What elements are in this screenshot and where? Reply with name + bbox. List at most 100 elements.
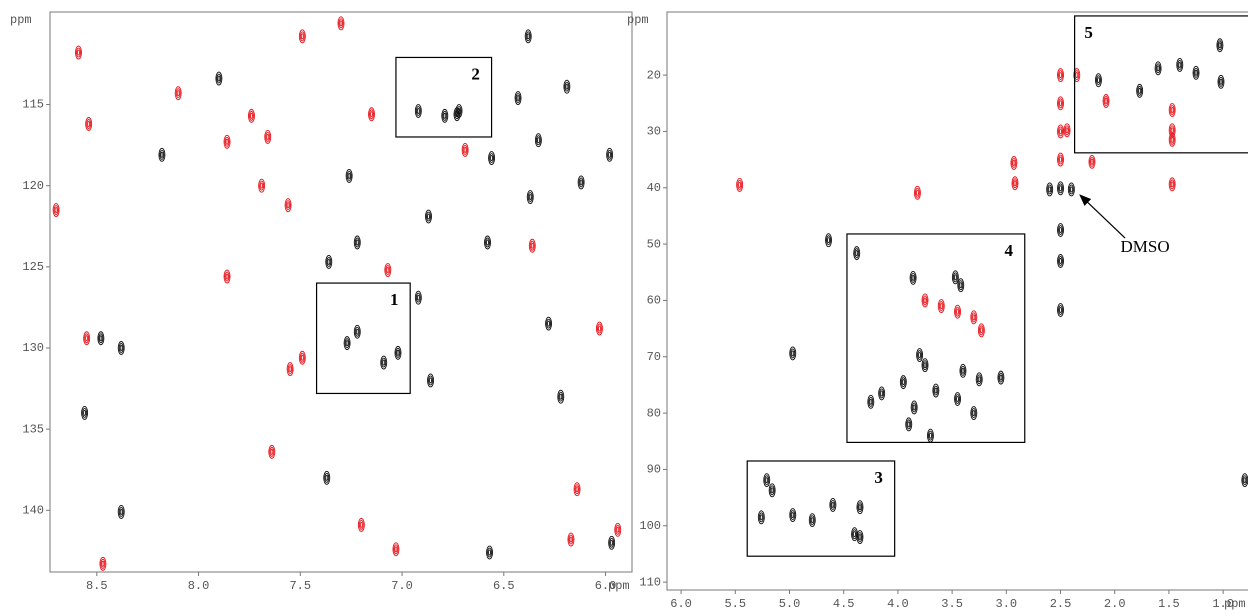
- x-tick-label: 1.0: [1212, 597, 1234, 611]
- peak-contour: [386, 267, 390, 274]
- peak-contour: [1059, 185, 1062, 192]
- peak: [916, 348, 924, 363]
- peak-contour: [557, 389, 565, 404]
- peak-contour: [1058, 183, 1063, 194]
- peak: [215, 71, 223, 86]
- peak-contour: [1011, 176, 1019, 191]
- peak-contour: [979, 327, 983, 334]
- peak-contour: [921, 293, 929, 308]
- peak-contour: [911, 274, 915, 281]
- peak-contour: [529, 240, 535, 251]
- peak-contour: [84, 333, 90, 344]
- peak: [853, 246, 861, 261]
- x-tick-label: 7.0: [391, 579, 413, 593]
- peak-contour: [461, 143, 469, 157]
- peak-contour: [490, 155, 494, 162]
- peak: [932, 383, 940, 398]
- peak: [1168, 132, 1176, 147]
- peak-contour: [1155, 63, 1161, 74]
- peak-contour: [768, 483, 776, 498]
- peak: [567, 532, 575, 547]
- peak-contour: [933, 385, 939, 396]
- peak-contour: [324, 472, 330, 483]
- peak-contour: [564, 81, 570, 92]
- peak: [380, 355, 388, 370]
- peak-contour: [353, 235, 361, 250]
- peak-contour: [392, 542, 400, 557]
- peak-contour: [1170, 136, 1174, 143]
- peak: [81, 405, 89, 420]
- peak: [223, 269, 231, 284]
- peak: [425, 209, 432, 224]
- peak-contour: [1243, 477, 1247, 484]
- peak-contour: [85, 117, 93, 131]
- y-tick-label: 120: [22, 179, 44, 193]
- peak-contour: [1194, 69, 1198, 76]
- peak: [1095, 73, 1102, 88]
- peak-contour: [427, 373, 434, 388]
- peak-contour: [959, 363, 967, 378]
- peak-contour: [857, 502, 863, 513]
- peak-contour: [286, 202, 290, 209]
- region-label: 1: [390, 290, 399, 309]
- peak-contour: [428, 375, 433, 386]
- peak-contour: [1169, 179, 1175, 190]
- peak-contour: [338, 18, 344, 29]
- y-tick-label: 100: [639, 519, 661, 533]
- y-tick-label: 80: [647, 406, 661, 420]
- peak: [268, 444, 276, 459]
- peak-contour: [977, 323, 985, 338]
- peak: [83, 331, 91, 346]
- peak-contour: [851, 527, 858, 542]
- peak-contour: [880, 390, 884, 397]
- peak: [937, 299, 945, 314]
- peak: [117, 504, 125, 519]
- region-box: [746, 460, 896, 557]
- peak: [1067, 182, 1075, 197]
- peak-contour: [573, 482, 581, 497]
- peak-contour: [83, 409, 87, 416]
- peak-contour: [905, 417, 913, 432]
- peak-contour: [82, 407, 88, 418]
- peak: [1176, 58, 1184, 72]
- peak-contour: [484, 235, 491, 250]
- peak: [608, 535, 616, 550]
- peak-contour: [1097, 77, 1100, 84]
- peak-contour: [958, 280, 964, 291]
- peak-contour: [343, 336, 351, 351]
- peak: [1063, 123, 1071, 138]
- peak-contour: [414, 104, 422, 118]
- peak-contour: [326, 257, 332, 267]
- peak: [97, 331, 105, 346]
- peak-contour: [285, 200, 291, 211]
- x-tick-label: 6.0: [670, 597, 692, 611]
- peak-contour: [426, 211, 431, 222]
- peak-contour: [770, 487, 774, 494]
- peak: [1217, 74, 1225, 89]
- peak-contour: [1095, 73, 1102, 88]
- peak-contour: [1193, 67, 1199, 78]
- peak: [856, 500, 864, 515]
- peak: [1057, 152, 1064, 167]
- peak-contour: [416, 294, 420, 301]
- peak: [1011, 176, 1019, 191]
- peak-contour: [355, 239, 359, 246]
- peak-contour: [1059, 156, 1062, 163]
- peak-contour: [442, 110, 448, 121]
- peak-contour: [443, 112, 447, 119]
- annotation-label: DMSO: [1121, 237, 1170, 256]
- peak-contour: [545, 316, 553, 331]
- peak-contour: [614, 522, 622, 537]
- peak: [1057, 96, 1064, 111]
- peak: [298, 350, 306, 365]
- peak-contour: [1057, 181, 1064, 196]
- peak-contour: [610, 539, 614, 546]
- peak-contour: [907, 421, 911, 428]
- peak-contour: [939, 303, 943, 310]
- peak: [353, 235, 361, 250]
- x-tick-label: 5.0: [779, 597, 801, 611]
- peak-contour: [910, 400, 918, 415]
- peak: [1168, 177, 1176, 192]
- peak-contour: [869, 398, 873, 405]
- peak-contour: [118, 506, 124, 517]
